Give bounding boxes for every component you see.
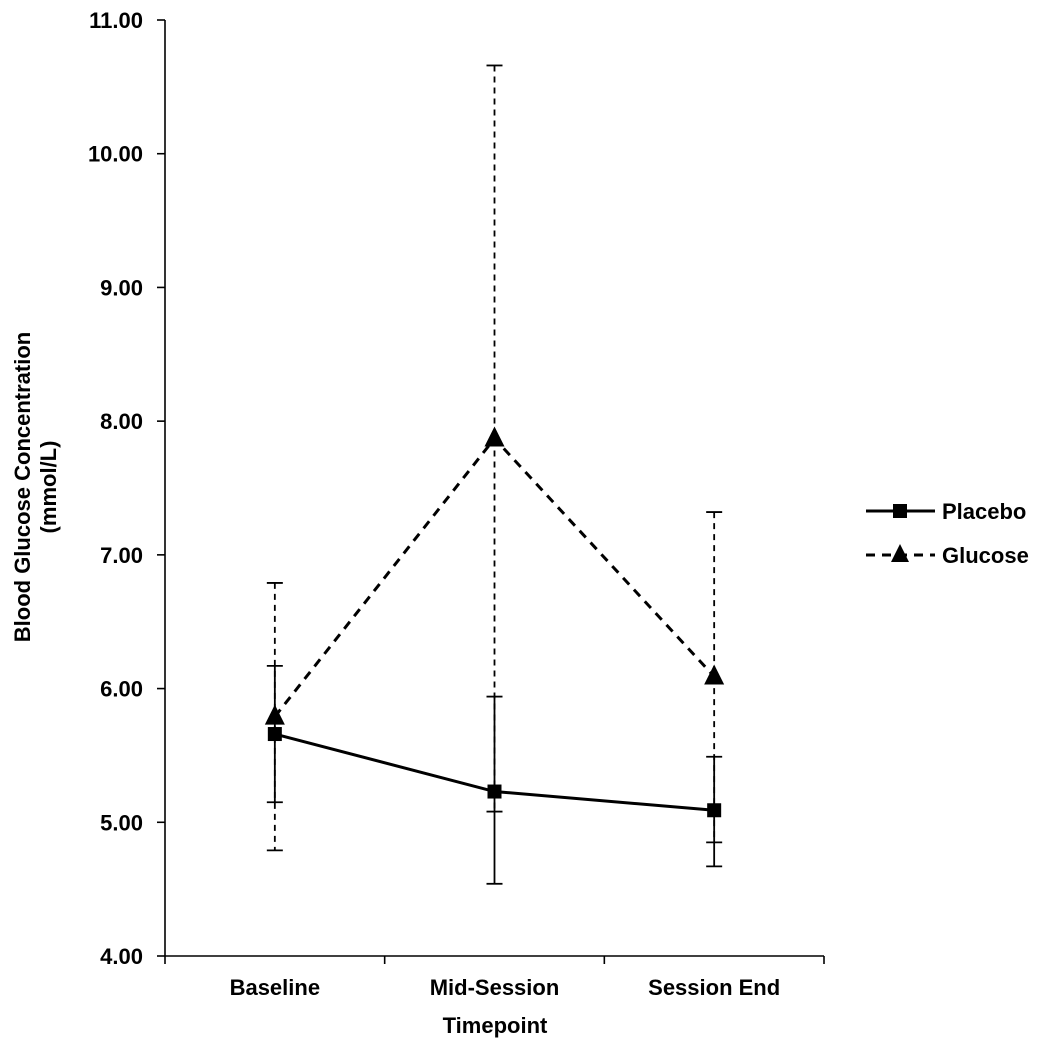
legend-item-placebo: Placebo xyxy=(866,499,1026,524)
y-tick-label: 10.00 xyxy=(88,142,143,167)
y-axis-title: Blood Glucose Concentration (mmol/L) xyxy=(10,332,61,642)
x-ticks: Baseline Mid-Session Session End xyxy=(164,956,825,1000)
y-tick-label: 11.00 xyxy=(89,8,143,33)
data-point-square xyxy=(267,727,282,742)
y-tick-label: 8.00 xyxy=(100,409,143,434)
legend-label: Placebo xyxy=(942,499,1026,524)
data-point-triangle xyxy=(264,704,285,725)
legend-item-glucose: Glucose xyxy=(866,543,1029,568)
legend: Placebo Glucose xyxy=(866,499,1029,568)
legend-marker-square xyxy=(893,504,907,518)
legend-label: Glucose xyxy=(942,543,1029,568)
x-tick-label: Mid-Session xyxy=(430,975,560,1000)
axes xyxy=(164,20,824,957)
legend-marker-triangle xyxy=(891,544,909,562)
x-tick-label: Session End xyxy=(648,975,780,1000)
y-tick-label: 6.00 xyxy=(100,677,143,702)
y-tick-label: 4.00 xyxy=(100,944,143,969)
data-point-triangle xyxy=(484,426,505,447)
y-tick-label: 5.00 xyxy=(100,810,143,835)
data-point-triangle xyxy=(704,664,725,685)
x-tick-label: Baseline xyxy=(230,975,321,1000)
y-axis-title-line-1: Blood Glucose Concentration xyxy=(10,332,35,642)
y-ticks: 4.00 5.00 6.00 7.00 8.00 9.00 10.00 11.00 xyxy=(88,8,165,969)
y-tick-label: 9.00 xyxy=(100,275,143,300)
series-glucose xyxy=(264,64,725,852)
y-axis-title-line-2: (mmol/L) xyxy=(36,441,61,534)
x-axis-title: Timepoint xyxy=(443,1013,548,1038)
series-layer xyxy=(264,64,725,885)
y-tick-label: 7.00 xyxy=(100,543,143,568)
